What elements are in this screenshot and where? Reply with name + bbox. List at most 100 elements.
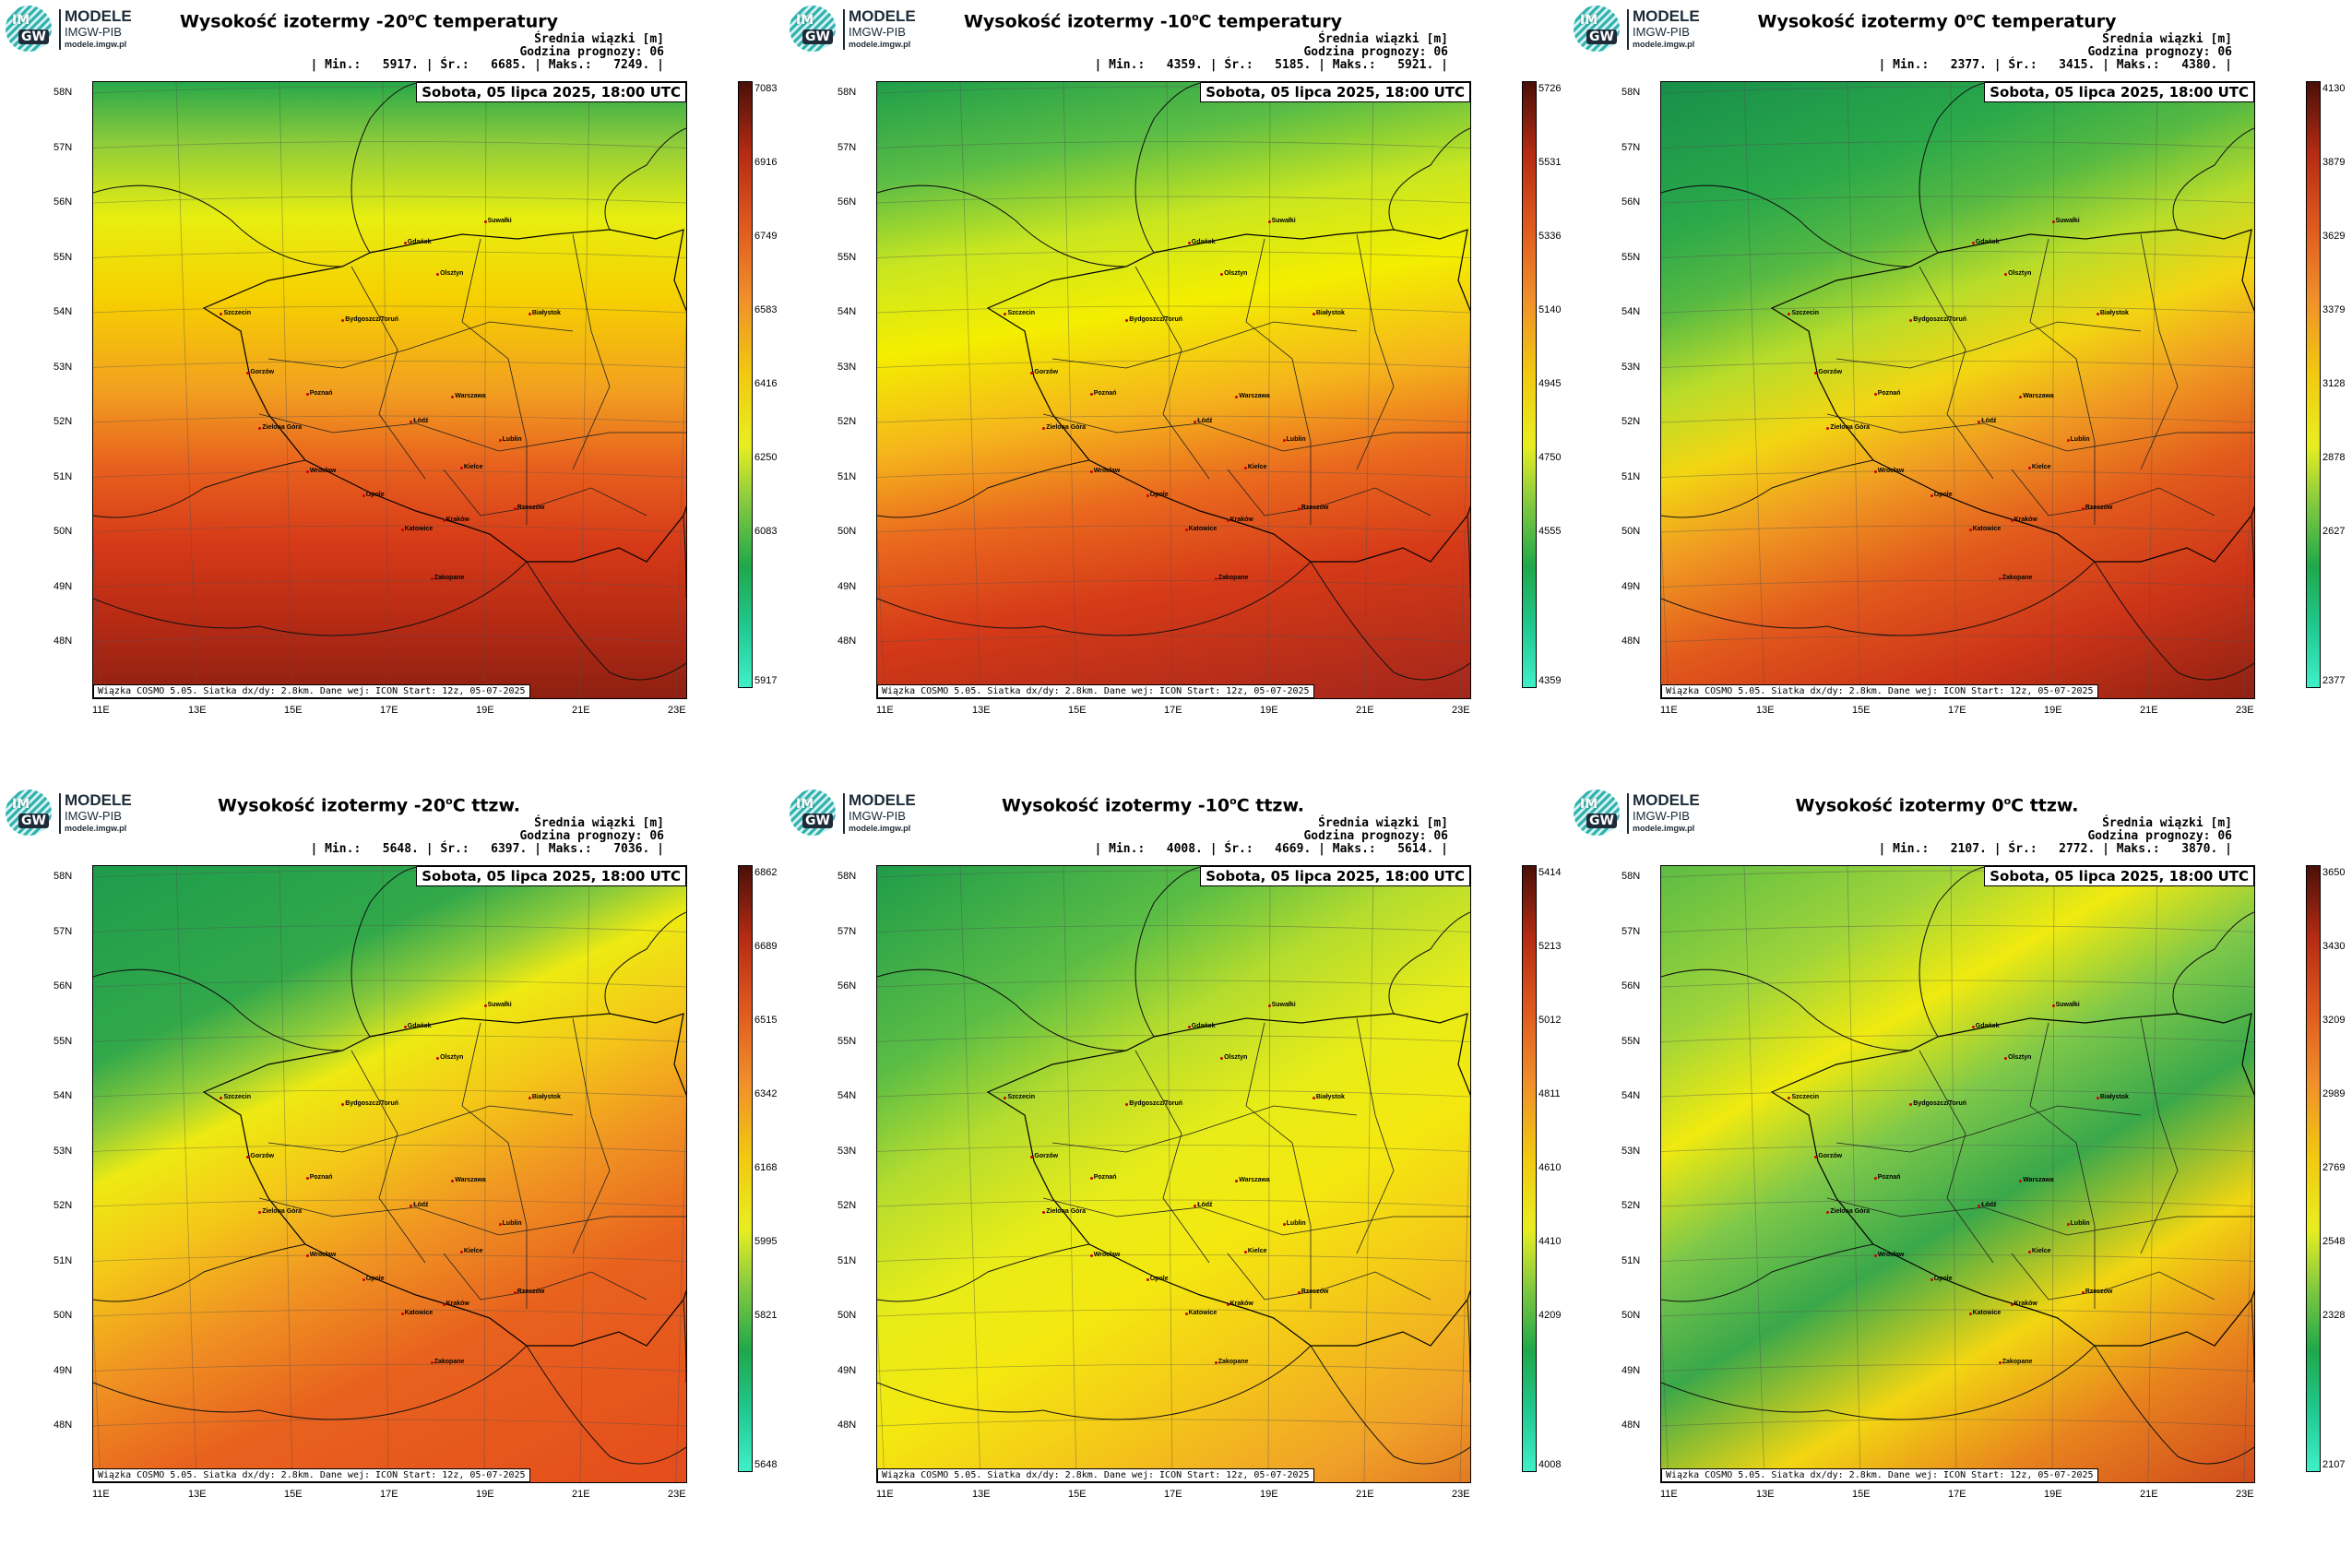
longitude-gridline [1661, 1309, 1669, 1482]
longitude-label: 19E [2044, 1489, 2062, 1500]
latitude-label: 58N [1621, 871, 1641, 882]
voivodeship-border [350, 1050, 426, 1264]
city-dot-icon [1089, 1177, 1093, 1180]
colorbar-tick-label: 2989 [2322, 1088, 2346, 1099]
voivodeship-border [1826, 413, 2254, 452]
colorbar-tick-label: 6250 [754, 452, 778, 463]
border-line [2251, 515, 2254, 600]
voivodeship-border [1918, 266, 1994, 480]
latitude-label: 48N [837, 636, 857, 647]
city-dot-icon [305, 393, 309, 396]
border-line [2172, 127, 2254, 231]
voivodeship-border [1042, 413, 1470, 452]
title-prefix: Wysokość izotermy -10 [963, 11, 1193, 32]
city-label: Wrocław [309, 1251, 337, 1258]
border-line [1661, 459, 1874, 518]
city-label: Zakopane [1218, 1359, 1249, 1366]
colorbar-tick-label: 4945 [1538, 378, 1562, 389]
city-label: Bydgoszcz/Toruń [345, 315, 399, 323]
longitude-gridline [1459, 1091, 1470, 1482]
latitude-label: 55N [837, 1035, 857, 1047]
city-dot-icon [1235, 396, 1239, 399]
city-label: Katowice [1972, 1309, 2002, 1316]
longitude-gridline [1847, 866, 1861, 1482]
colorbar-tick-label: 5140 [1538, 304, 1562, 315]
city-dot-icon [1788, 313, 1791, 316]
longitude-gridline [959, 82, 981, 698]
voivodeship-border [461, 238, 528, 525]
city-dot-icon [2010, 518, 2013, 522]
city-dot-icon [2019, 1180, 2023, 1183]
border-line [877, 561, 1312, 636]
voivodeship-border [267, 321, 574, 369]
city-dot-icon [1998, 1361, 2002, 1365]
logo-title: MODELE [849, 791, 916, 809]
city-dot-icon [1873, 393, 1877, 396]
imgw-logo[interactable]: IM GW MODELE IMGW-PIB modele.imgw.pl [1574, 790, 1721, 837]
latitude-label: 49N [1621, 580, 1641, 592]
isotherm-map[interactable]: Gdańsk Olsztyn Suwałki Szczecin Bydgoszcz/To… [876, 865, 1471, 1483]
city-label: Katowice [1972, 525, 2002, 532]
longitude-label: 23E [2236, 705, 2254, 716]
imgw-logo[interactable]: IM GW MODELE IMGW-PIB modele.imgw.pl [6, 790, 153, 837]
voivodeship-border [2011, 469, 2215, 517]
border-line [350, 866, 426, 1038]
longitude-label: 15E [1068, 705, 1087, 716]
city-dot-icon [1030, 1155, 1034, 1158]
city-dot-icon [1873, 1253, 1877, 1257]
latitude-label: 53N [837, 1145, 857, 1157]
imgw-logo[interactable]: IM GW MODELE IMGW-PIB modele.imgw.pl [6, 6, 153, 53]
latitude-gridline [1661, 525, 2254, 533]
latitude-gridline [93, 470, 686, 478]
border-line [93, 561, 528, 636]
isotherm-map[interactable]: Gdańsk Olsztyn Suwałki Szczecin Bydgoszcz/To… [1660, 865, 2255, 1483]
city-label: Warszawa [455, 1177, 486, 1184]
latitude-gridline [93, 925, 686, 932]
colorbar-tick-label: 6689 [754, 941, 778, 952]
latitude-label: 53N [1621, 361, 1641, 373]
colorbar-tick-label: 5012 [1538, 1015, 1562, 1026]
isotherm-map[interactable]: Gdańsk Olsztyn Suwałki Szczecin Bydgoszcz/To… [92, 81, 687, 699]
border-line [93, 968, 343, 1051]
border-line [2251, 1299, 2254, 1384]
city-label: Bydgoszcz/Toruń [1913, 315, 1967, 323]
city-dot-icon [1184, 528, 1188, 531]
colorbar [1522, 81, 1537, 688]
imgw-logo[interactable]: IM GW MODELE IMGW-PIB modele.imgw.pl [790, 790, 937, 837]
voivodeship-border [1227, 469, 1431, 517]
longitude-gridline [877, 1309, 885, 1482]
logo-title: MODELE [1633, 7, 1700, 25]
logo-circle-icon: IM GW [1574, 790, 1620, 836]
latitude-gridline [877, 415, 1470, 423]
latitude-label: 53N [1621, 1145, 1641, 1157]
latitude-label: 51N [837, 1254, 857, 1266]
isotherm-map[interactable]: Gdańsk Olsztyn Suwałki Szczecin Bydgoszcz/To… [92, 865, 687, 1483]
logo-circle-icon: IM GW [6, 790, 52, 836]
latitude-label: 50N [53, 526, 73, 537]
unit-label: Średnia wiązki [m] [1318, 816, 1448, 830]
imgw-logo[interactable]: IM GW MODELE IMGW-PIB modele.imgw.pl [1574, 6, 1721, 53]
colorbar-tick-label: 3650 [2322, 867, 2346, 878]
city-dot-icon [1267, 220, 1271, 223]
city-label: Zakopane [434, 575, 465, 582]
longitude-gridline [2051, 82, 2055, 698]
longitude-gridline [1363, 866, 1374, 1482]
map-overlay [877, 866, 1470, 1482]
border-line [2172, 911, 2254, 1015]
min-mean-max: | Min.: 2377. | Śr.: 3415. | Maks.: 4380… [1878, 58, 2232, 72]
city-dot-icon [2096, 313, 2099, 316]
map-overlay [1661, 82, 2254, 698]
city-dot-icon [246, 1155, 250, 1158]
isotherm-map[interactable]: Gdańsk Olsztyn Suwałki Szczecin Bydgoszcz/To… [876, 81, 1471, 699]
latitude-gridline [877, 305, 1470, 314]
voivodeship-border [1134, 266, 1210, 480]
border-line [683, 1299, 686, 1384]
city-label: Bydgoszcz/Toruń [1129, 1099, 1183, 1107]
latitude-gridline [877, 1145, 1470, 1152]
country-border-poland [986, 229, 1470, 563]
city-dot-icon [1267, 1004, 1271, 1007]
isotherm-map[interactable]: Gdańsk Olsztyn Suwałki Szczecin Bydgoszcz/To… [1660, 81, 2255, 699]
imgw-logo[interactable]: IM GW MODELE IMGW-PIB modele.imgw.pl [790, 6, 937, 53]
colorbar [2306, 865, 2321, 1472]
model-footer: Wiązka COSMO 5.05. Siatka dx/dy: 2.8km. … [1661, 684, 2098, 698]
